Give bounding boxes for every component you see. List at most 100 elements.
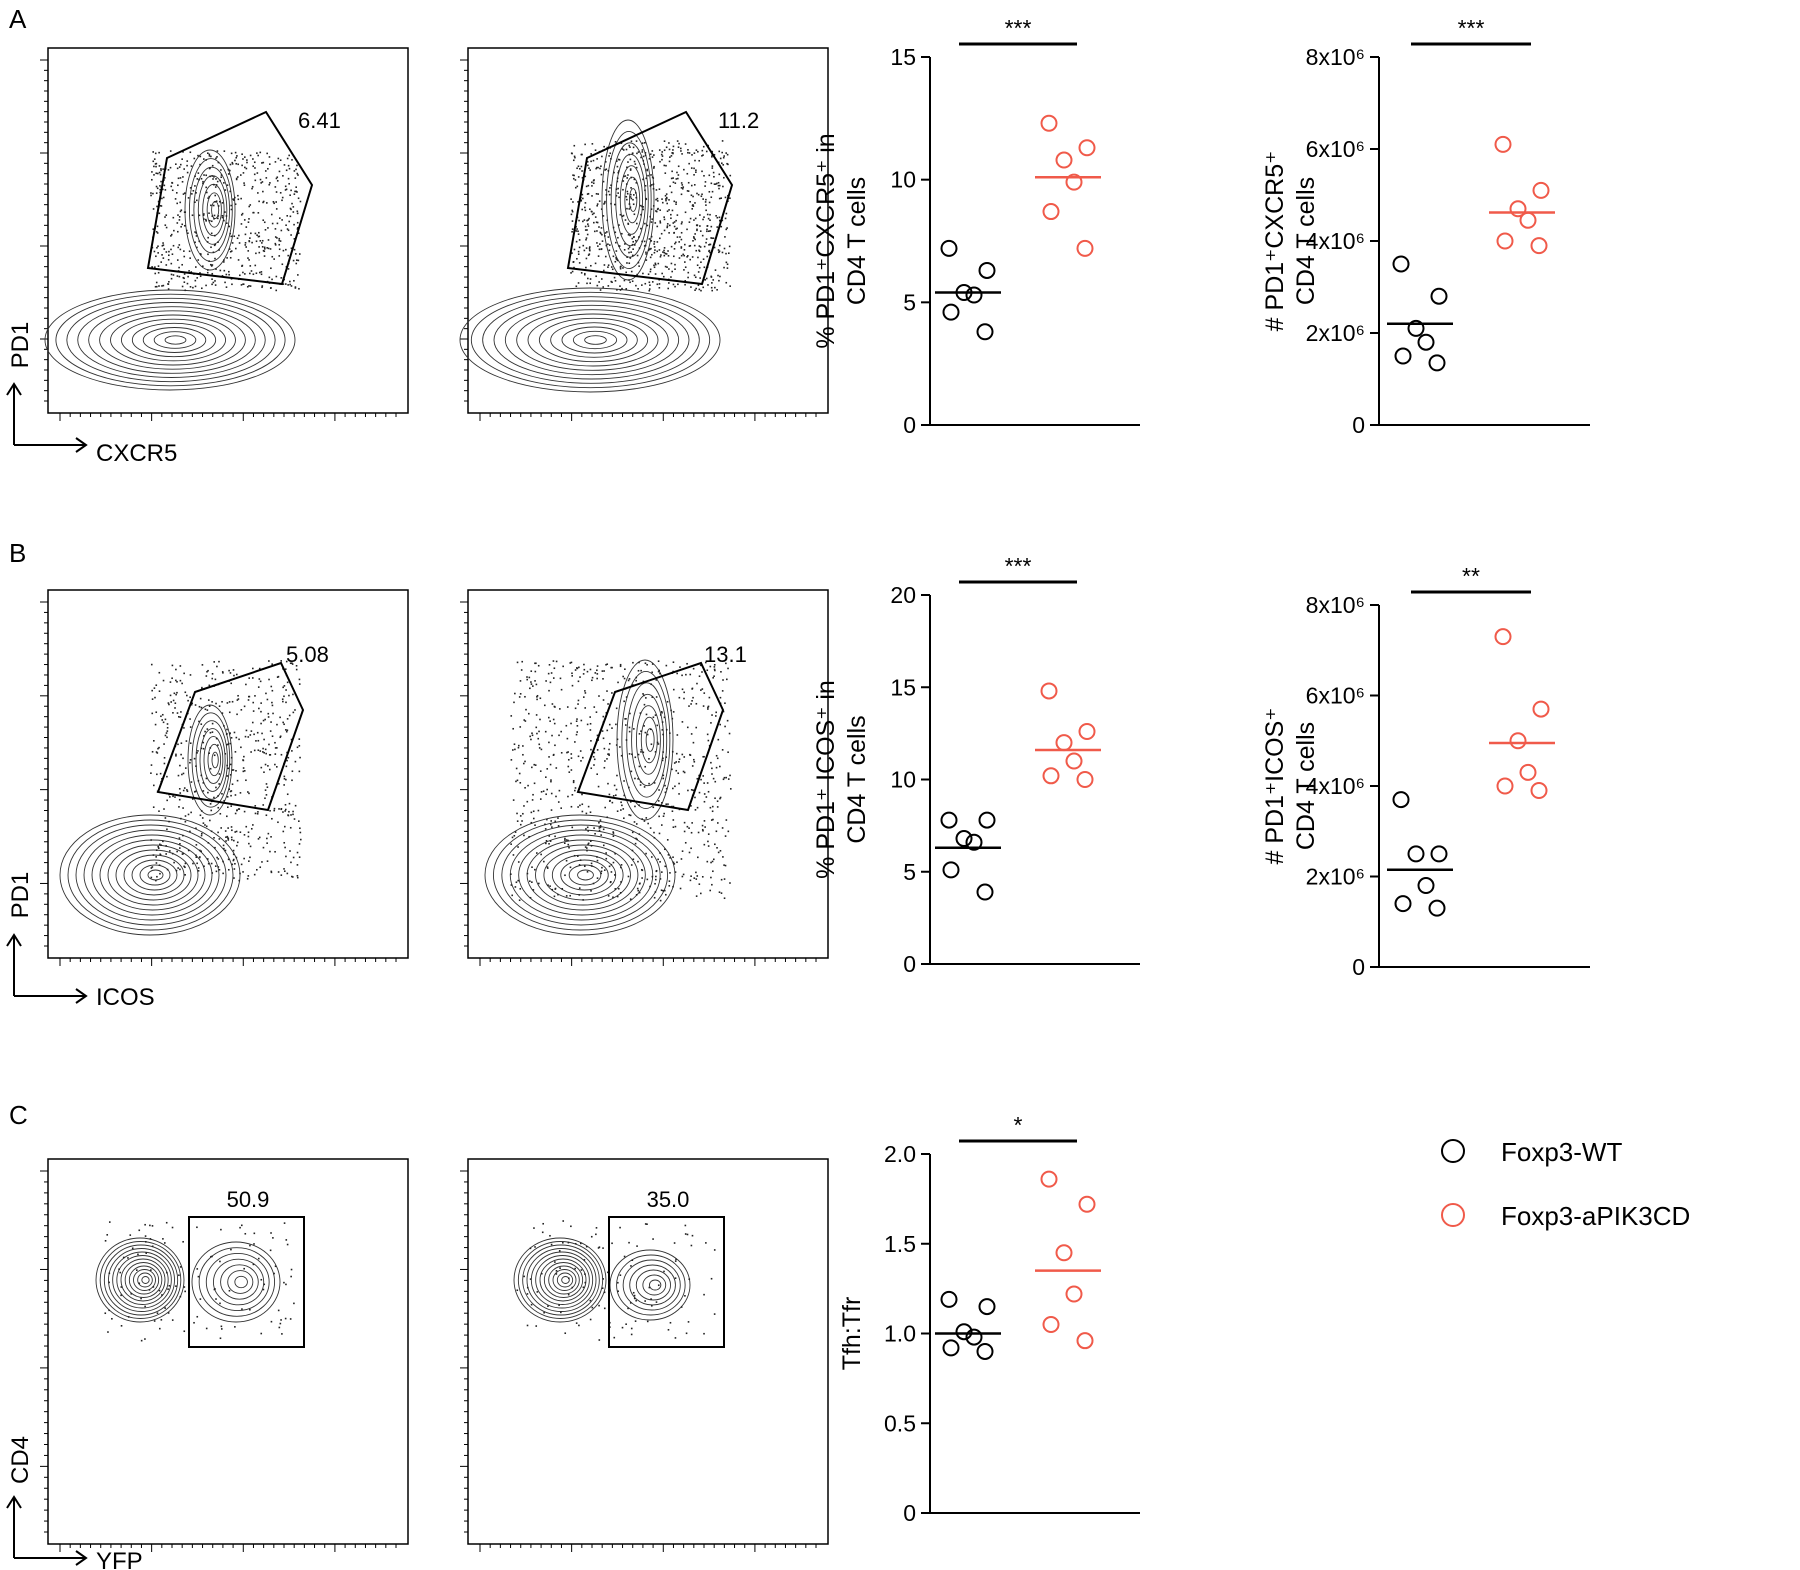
- arrow-a-x: [14, 437, 88, 453]
- data-point: [1496, 777, 1514, 795]
- panel-label-c: C: [9, 1100, 28, 1130]
- contour-c-mut-main-12: [513, 1237, 607, 1323]
- contour-b-wt-main-3: [131, 859, 178, 891]
- contour-b-wt-peak-7: [187, 704, 233, 816]
- contour-a-wt-main-5: [120, 318, 227, 362]
- contour-b-wt-peak-3: [203, 735, 224, 785]
- arrow-b-y: [6, 933, 22, 996]
- legend-label-mut: Foxp3-aPIK3CD: [1501, 1201, 1690, 1231]
- contour-b-mut-main-11: [492, 819, 669, 931]
- contour-c-mut-peak-2: [642, 1274, 667, 1296]
- contour-b-wt-main-2: [139, 864, 171, 886]
- contour-b-mut-peak-3: [635, 705, 661, 775]
- data-point: [1065, 1285, 1083, 1303]
- contour-c-mut-main-6: [539, 1258, 587, 1302]
- event-dots-b-wt: [150, 660, 302, 882]
- data-point: [1065, 752, 1083, 770]
- arrow-b-x: [14, 988, 88, 1004]
- contour-a-mut-main-12: [459, 287, 721, 393]
- contour-c-wt-main-10: [103, 1244, 179, 1316]
- legend-marker-mut: [1441, 1203, 1465, 1227]
- flow-plot-b-wt: [47, 589, 409, 959]
- contour-c-wt-peak-4: [212, 1258, 265, 1306]
- data-point: [1532, 700, 1550, 718]
- scatter-chart-1: 0 5 10 15 % PD1⁺CXCR5⁺ in CD4 T cells ***: [812, 15, 1140, 438]
- data-point: [1042, 203, 1060, 221]
- data-point: [1417, 877, 1435, 895]
- y-axis-label: CD4 T cells: [843, 177, 871, 305]
- y-axis-label: # PD1⁺ICOS⁺: [1261, 708, 1289, 865]
- gate-c-mut: [608, 1216, 725, 1348]
- data-point: [965, 1328, 983, 1346]
- contour-a-mut-main-2: [572, 330, 618, 350]
- data-point: [940, 239, 958, 257]
- y-axis-label: CD4 T cells: [1292, 722, 1320, 850]
- contour-c-mut-main-3: [552, 1269, 577, 1291]
- flow-axis-ticks-c-mut: [460, 1170, 817, 1552]
- flow-axis-ticks-a-mut: [460, 59, 817, 421]
- contour-c-mut-peak-4: [629, 1264, 676, 1306]
- contour-a-mut-main-10: [482, 296, 700, 384]
- contour-b-wt-main-9: [83, 829, 220, 921]
- contour-a-mut-main-9: [493, 300, 690, 380]
- contour-b-wt-main-1: [147, 869, 164, 881]
- event-dots-c-wt: [104, 1221, 295, 1342]
- flow-plot-a-mut: [467, 47, 829, 414]
- y-tick-label: 2x10⁶: [1306, 320, 1365, 346]
- data-point: [1065, 173, 1083, 191]
- flow-ylabel-b: PD1: [7, 872, 34, 919]
- contour-a-wt-peak-6: [188, 158, 233, 262]
- arrow-a-y: [6, 382, 22, 445]
- y-tick-label: 4x10⁶: [1306, 228, 1365, 254]
- contour-a-wt-main-12: [44, 289, 296, 391]
- y-tick-label: 5: [903, 289, 916, 315]
- data-point: [1430, 287, 1448, 305]
- contour-a-wt-main-6: [110, 314, 236, 366]
- contour-a-mut-main-8: [504, 304, 680, 376]
- data-point: [1428, 899, 1446, 917]
- y-tick-label: 2x10⁶: [1306, 864, 1365, 890]
- y-tick-label: 10: [890, 167, 916, 193]
- contour-a-wt-peak-2: [206, 192, 222, 228]
- contour-b-mut-peak-2: [640, 716, 658, 764]
- contour-b-wt-peak-6: [191, 712, 231, 808]
- flow-plots: [47, 47, 829, 1545]
- contour-c-wt-main-11: [99, 1241, 182, 1319]
- y-tick-label: 0: [903, 951, 916, 977]
- contour-a-mut-peak-2: [624, 176, 641, 224]
- flow-xlabel-a: CXCR5: [96, 440, 177, 467]
- contour-c-wt-main-6: [120, 1258, 166, 1302]
- contour-a-wt-main-8: [88, 306, 256, 374]
- panel-label-a: A: [9, 4, 27, 34]
- contour-b-mut-main-6: [535, 844, 631, 906]
- gate-a-wt: [146, 110, 314, 286]
- y-tick-label: 0: [903, 1500, 916, 1526]
- flow-xlabel-c: YFP: [96, 1548, 143, 1570]
- contour-a-wt-main-2: [153, 331, 197, 349]
- contour-a-mut-main-11: [470, 291, 711, 389]
- data-point: [1407, 319, 1425, 337]
- contour-b-mut-main-8: [518, 834, 646, 916]
- contour-c-wt-main-12: [95, 1237, 185, 1323]
- data-point: [942, 1339, 960, 1357]
- y-tick-label: 0: [1352, 412, 1365, 438]
- y-axis-label: CD4 T cells: [1292, 177, 1320, 305]
- data-point: [1430, 845, 1448, 863]
- data-point: [1042, 1316, 1060, 1334]
- data-point: [1496, 232, 1514, 250]
- arrow-c-y: [6, 1495, 22, 1558]
- contour-b-mut-main-1: [577, 869, 594, 881]
- scatter-chart-4: 0 2x10⁶ 4x10⁶ 6x10⁶ 8x10⁶ # PD1⁺ICOS⁺ CD4 T ce…: [1261, 563, 1590, 980]
- event-dots-b-mut: [510, 660, 732, 902]
- contour-a-wt-peak-5: [193, 166, 231, 254]
- contour-a-mut-main-4: [550, 322, 638, 358]
- y-tick-label: 0.5: [884, 1410, 916, 1436]
- contour-a-mut-peak-5: [610, 142, 649, 258]
- y-tick-label: 15: [890, 674, 916, 700]
- gate-b-wt: [156, 661, 305, 812]
- data-point: [965, 286, 983, 304]
- contour-c-mut-peak-1: [648, 1279, 662, 1291]
- contour-a-mut-peak-7: [601, 119, 655, 281]
